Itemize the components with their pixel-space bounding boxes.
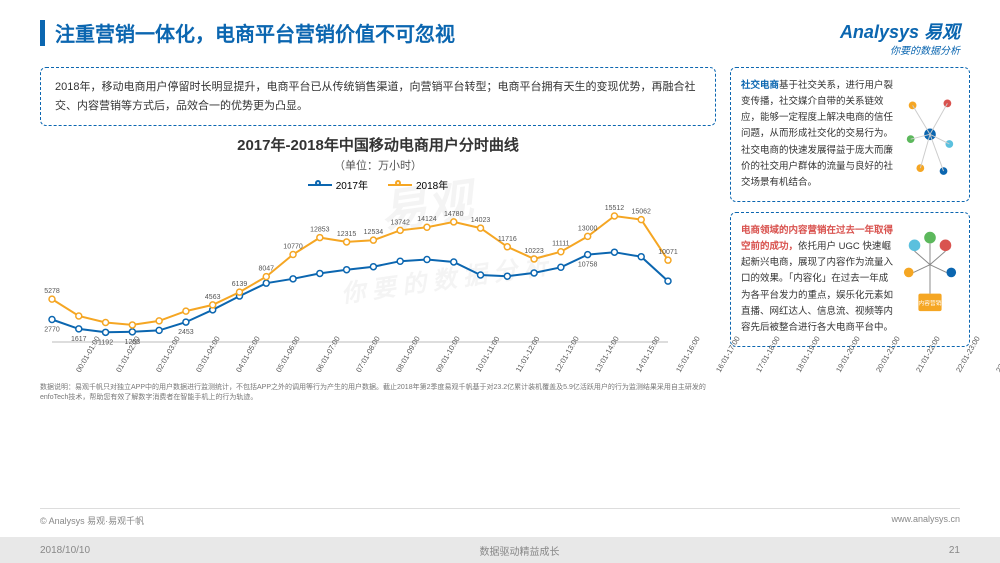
x-axis-labels: 00:01-01:0001:01-02:0002:01-03:0003:01-0…: [64, 352, 680, 361]
line-chart: 5278 4563 6139 8047 10770 12853 12315 12534 1374…: [40, 192, 680, 352]
sidebar-social: 社交电商基于社交关系，进行用户裂变传播，社交媒介自带的关系链效应，能够一定程度上…: [730, 67, 970, 202]
svg-text:13742: 13742: [390, 220, 410, 227]
sidebar-content: 电商领域的内容营销在过去一年取得空前的成功，依托用户 UGC 快速崛起新兴电商，…: [730, 212, 970, 347]
website: www.analysys.cn: [891, 514, 960, 527]
title-wrap: 注重营销一体化，电商平台营销价值不可忽视: [40, 18, 455, 47]
slide: 易观 你 要 的 数 据 分 析 注重营销一体化，电商平台营销价值不可忽视 An…: [0, 0, 1000, 563]
footer-page: 21: [949, 545, 960, 556]
sidebar-content-text: 电商领域的内容营销在过去一年取得空前的成功，依托用户 UGC 快速崛起新兴电商，…: [741, 223, 895, 336]
footer-date: 2018/10/10: [40, 545, 90, 556]
svg-text:11111: 11111: [552, 241, 569, 248]
sidebar-content-body: 依托用户 UGC 快速崛起新兴电商，展现了内容作为流量入口的效果。「内容化」在过…: [741, 241, 893, 333]
legend-2018: 2018年: [388, 177, 448, 192]
sidebar-social-bold: 社交电商: [741, 80, 779, 91]
svg-text:13000: 13000: [578, 226, 598, 233]
content-marketing-icon: 内容营销: [901, 223, 959, 336]
legend-dot-2017: [315, 180, 321, 186]
svg-text:5278: 5278: [44, 288, 60, 295]
legend-line-2017: [308, 184, 332, 186]
svg-text:11716: 11716: [498, 236, 517, 243]
title-bar: [40, 20, 45, 46]
chart-title: 2017年-2018年中国移动电商用户分时曲线: [40, 134, 716, 155]
legend-line-2018: [388, 184, 412, 186]
social-network-icon: [901, 78, 959, 191]
svg-text:8047: 8047: [258, 266, 274, 273]
svg-text:10071: 10071: [658, 250, 678, 257]
svg-text:6139: 6139: [232, 281, 248, 288]
sidebar-social-body: 基于社交关系，进行用户裂变传播，社交媒介自带的关系链效应，能够一定程度上解决电商…: [741, 80, 893, 188]
page-title: 注重营销一体化，电商平台营销价值不可忽视: [55, 18, 455, 47]
bottom-bar: © Analysys 易观·易观千帆 www.analysys.cn: [40, 508, 960, 527]
svg-text:12853: 12853: [310, 227, 330, 234]
chart-box: 2017年-2018年中国移动电商用户分时曲线 （单位：万小时） 2017年 2…: [40, 134, 716, 403]
logo: Analysys 易观 你要的数据分析: [840, 18, 960, 57]
legend-dot-2018: [395, 180, 401, 186]
intro-box: 2018年，移动电商用户停留时长明显提升，电商平台已从传统销售渠道，向营销平台转…: [40, 67, 716, 126]
svg-text:内容营销: 内容营销: [918, 300, 941, 308]
svg-text:10223: 10223: [524, 248, 544, 255]
logo-sub: 你要的数据分析: [840, 42, 960, 57]
legend-label-2018: 2018年: [416, 177, 448, 192]
svg-text:15512: 15512: [605, 205, 625, 212]
svg-text:14124: 14124: [417, 217, 437, 224]
svg-text:12315: 12315: [337, 231, 357, 238]
sidebar-social-text: 社交电商基于社交关系，进行用户裂变传播，社交媒介自带的关系链效应，能够一定程度上…: [741, 78, 895, 191]
svg-text:14780: 14780: [444, 211, 464, 218]
footer-center: 数据驱动精益成长: [479, 543, 559, 558]
svg-text:15062: 15062: [631, 209, 651, 216]
logo-main: Analysys 易观: [840, 18, 960, 44]
svg-text:10758: 10758: [578, 262, 598, 269]
legend-2017: 2017年: [308, 177, 368, 192]
svg-text:14023: 14023: [471, 217, 491, 224]
legend-label-2017: 2017年: [336, 177, 368, 192]
main: 2018年，移动电商用户停留时长明显提升，电商平台已从传统销售渠道，向营销平台转…: [0, 57, 1000, 403]
x-tick: 23:01-24:00: [994, 335, 1000, 374]
svg-text:1617: 1617: [71, 336, 87, 343]
svg-text:2770: 2770: [44, 327, 60, 334]
svg-text:10770: 10770: [283, 244, 303, 251]
chart-subtitle: （单位：万小时）: [40, 157, 716, 173]
legend: 2017年 2018年: [40, 177, 716, 192]
left-column: 2018年，移动电商用户停留时长明显提升，电商平台已从传统销售渠道，向营销平台转…: [40, 67, 716, 403]
data-note: 数据说明：易观千帆只对独立APP中的用户数据进行监测统计，不包括APP之外的调用…: [40, 383, 716, 403]
svg-text:4563: 4563: [205, 294, 221, 301]
svg-text:2453: 2453: [178, 329, 194, 336]
copyright: © Analysys 易观·易观千帆: [40, 514, 144, 527]
svg-text:12534: 12534: [364, 230, 384, 237]
header: 注重营销一体化，电商平台营销价值不可忽视 Analysys 易观 你要的数据分析: [0, 0, 1000, 57]
footer: 2018/10/10 数据驱动精益成长 21: [0, 537, 1000, 563]
